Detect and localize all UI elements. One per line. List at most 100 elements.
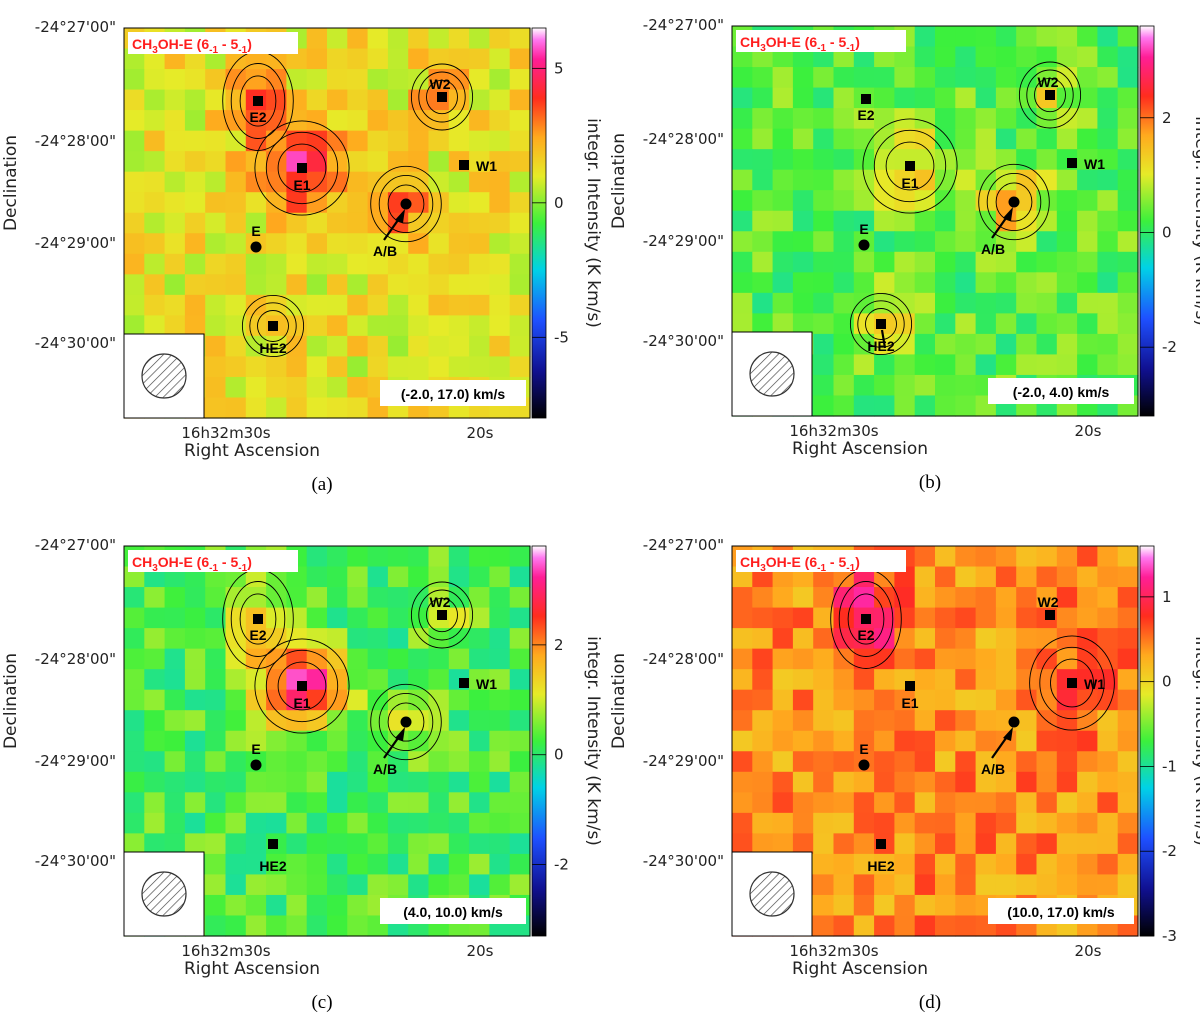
heatmap-pixel (327, 376, 348, 399)
heatmap-pixel (225, 771, 247, 793)
heatmap-pixel (975, 771, 997, 793)
source-marker (459, 678, 469, 688)
heatmap-pixel (428, 48, 450, 70)
heatmap-pixel (792, 210, 814, 232)
source-label: E2 (857, 627, 874, 643)
heatmap-pixel (408, 130, 430, 152)
heatmap-pixel (327, 397, 348, 419)
heatmap-pixel (286, 915, 308, 937)
heatmap-pixel (367, 48, 389, 70)
heatmap-pixel (184, 151, 206, 173)
heatmap-pixel (164, 89, 186, 111)
y-axis-label: Declination (1, 135, 21, 231)
heatmap-pixel (245, 669, 267, 691)
heatmap-pixel (286, 607, 308, 629)
heatmap-pixel (1117, 292, 1139, 314)
x-tick-label: 20s (467, 424, 494, 442)
heatmap-pixel (792, 628, 814, 650)
source-marker (268, 321, 278, 331)
heatmap-pixel (347, 730, 369, 752)
heatmap-pixel (205, 689, 227, 711)
heatmap-pixel (914, 587, 936, 609)
heatmap-pixel (1056, 87, 1078, 109)
heatmap-pixel (752, 607, 774, 629)
heatmap-pixel (184, 69, 206, 91)
heatmap-pixel (914, 108, 936, 130)
heatmap-pixel (367, 69, 389, 91)
heatmap-pixel (813, 792, 835, 814)
heatmap-pixel (306, 28, 328, 50)
heatmap-pixel (813, 272, 835, 294)
heatmap-pixel (428, 874, 450, 896)
heatmap-pixel (1077, 87, 1098, 109)
colorbar-tick-label: 2 (1162, 109, 1172, 127)
velocity-range: (-2.0, 4.0) km/s (1013, 384, 1110, 400)
colorbar (531, 27, 547, 419)
heatmap-pixel (874, 792, 895, 814)
heatmap-pixel (853, 730, 875, 752)
source-label: E1 (293, 177, 310, 193)
heatmap-pixel (935, 853, 956, 876)
heatmap-pixel (124, 294, 145, 316)
heatmap-pixel (1097, 812, 1119, 834)
y-tick-label: -24°28'00" (35, 650, 116, 668)
heatmap-pixel (225, 89, 247, 111)
heatmap-pixel (408, 730, 430, 752)
heatmap-pixel (387, 648, 409, 670)
contour-line (230, 581, 286, 657)
heatmap-pixel (935, 26, 956, 48)
heatmap-pixel (732, 587, 753, 609)
heatmap-pixel (1117, 751, 1139, 773)
heatmap-pixel (509, 710, 531, 732)
heatmap-pixel (1097, 210, 1119, 232)
contour-line (254, 120, 350, 216)
heatmap-pixel (509, 192, 531, 214)
heatmap-pixel (955, 546, 977, 568)
heatmap-pixel (833, 87, 855, 109)
heatmap-pixel (1056, 771, 1078, 793)
heatmap-pixel (266, 192, 287, 214)
heatmap-pixel (1097, 607, 1119, 629)
heatmap-pixel (894, 628, 916, 650)
heatmap-pixel (266, 669, 287, 691)
source-label: E (859, 741, 868, 757)
molecule-label: CH3OH-E (6-1 - 5-1) (132, 554, 252, 574)
heatmap-pixel (1077, 128, 1098, 150)
heatmap-pixel (225, 294, 247, 316)
contour-line (1018, 61, 1082, 129)
heatmap-pixel (975, 689, 997, 711)
heatmap-pixel (469, 833, 490, 855)
heatmap-pixel (266, 853, 287, 876)
heatmap-pixel (489, 792, 511, 814)
heatmap-pixel (772, 272, 794, 294)
heatmap-pixel (184, 628, 206, 650)
heatmap-pixel (164, 751, 186, 773)
heatmap-pixel (955, 128, 977, 150)
heatmap-pixel (408, 792, 430, 814)
heatmap-pixel (772, 771, 794, 793)
contour-line (265, 649, 339, 723)
source-marker (1067, 678, 1077, 688)
heatmap-pixel (975, 67, 997, 89)
heatmap-pixel (732, 812, 753, 834)
heatmap-pixel (124, 171, 145, 193)
heatmap-pixel (935, 730, 956, 752)
heatmap-pixel (327, 89, 348, 111)
heatmap-pixel (489, 212, 511, 234)
heatmap-pixel (935, 833, 956, 855)
heatmap-pixel (225, 628, 247, 650)
y-tick-label: -24°29'00" (643, 232, 724, 250)
heatmap-pixel (408, 315, 430, 337)
heatmap-pixel (772, 628, 794, 650)
heatmap-pixel (1056, 108, 1078, 130)
heatmap-pixel (245, 730, 267, 752)
heatmap-pixel (1097, 190, 1119, 212)
heatmap-pixel (853, 812, 875, 834)
plot-frame (731, 545, 1139, 937)
heatmap-pixel (124, 771, 145, 793)
heatmap-pixel (853, 874, 875, 896)
heatmap-pixel (245, 315, 267, 337)
heatmap-pixel (164, 710, 186, 732)
heatmap-pixel (489, 69, 511, 91)
heatmap-pixel (1016, 169, 1038, 191)
